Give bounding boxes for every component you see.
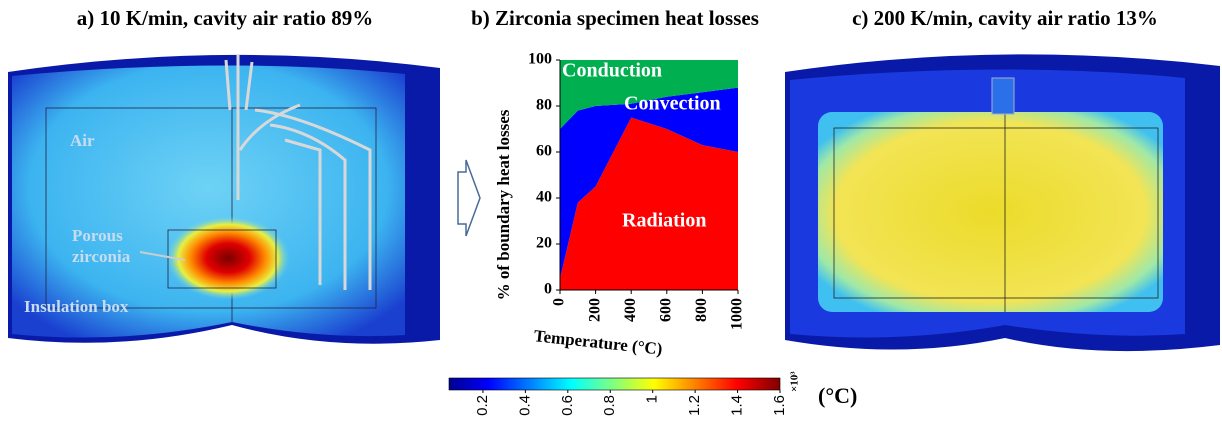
colorbar: ×10³ (°C) 0.2 0.4 0.6 0.8 1 1.2 1.4 1.6 bbox=[449, 371, 857, 416]
x-tick-label: 400 bbox=[622, 298, 639, 322]
hot-specimen bbox=[166, 216, 290, 300]
region-label: Porous bbox=[72, 226, 123, 245]
colorbar-tick-label: 0.4 bbox=[516, 395, 533, 416]
panel-a: a) 10 K/min, cavity air ratio 89% Air Po… bbox=[8, 6, 440, 344]
panel-c: c) 200 K/min, cavity air ratio 13% bbox=[785, 6, 1220, 351]
figure: a) 10 K/min, cavity air ratio 89% Air Po… bbox=[0, 0, 1222, 432]
x-tick-label: 0 bbox=[551, 298, 568, 306]
colorbar-tick-label: 1.4 bbox=[729, 395, 746, 416]
colorbar-gradient bbox=[449, 378, 780, 390]
y-tick-label: 100 bbox=[528, 51, 552, 68]
y-tick-label: 0 bbox=[544, 281, 552, 298]
x-axis-label: Temperature (°C) bbox=[533, 326, 663, 358]
colorbar-tick-label: 1 bbox=[644, 395, 661, 403]
region-label: Air bbox=[70, 131, 95, 150]
y-axis-label: % of boundary heat losses bbox=[494, 109, 513, 300]
region-label: Insulation box bbox=[24, 297, 129, 316]
series-label: Convection bbox=[624, 93, 721, 115]
colorbar-tick-label: 0.8 bbox=[601, 395, 618, 416]
y-tick-label: 20 bbox=[536, 235, 552, 252]
colorbar-tick-label: 1.6 bbox=[771, 395, 788, 416]
x-tick-label: 600 bbox=[657, 298, 674, 322]
region-label: zirconia bbox=[72, 247, 131, 266]
series-label: Conduction bbox=[562, 60, 662, 82]
vent bbox=[992, 78, 1014, 114]
chart: b) Zirconia specimen heat losses % of bo… bbox=[471, 6, 759, 359]
y-tick-label: 40 bbox=[536, 189, 552, 206]
colorbar-multiplier: ×10³ bbox=[789, 371, 801, 392]
colorbar-tick-label: 1.2 bbox=[686, 395, 703, 416]
cavity-field bbox=[818, 112, 1163, 312]
arrow bbox=[458, 160, 480, 236]
panel-title: c) 200 K/min, cavity air ratio 13% bbox=[852, 6, 1158, 30]
x-tick-label: 800 bbox=[693, 298, 710, 322]
y-tick-label: 60 bbox=[536, 143, 552, 160]
colorbar-unit: (°C) bbox=[818, 383, 857, 408]
y-tick-label: 80 bbox=[536, 97, 552, 114]
series-label: Radiation bbox=[622, 210, 706, 232]
chart-title: b) Zirconia specimen heat losses bbox=[471, 6, 759, 30]
x-tick-label: 1000 bbox=[729, 298, 746, 330]
colorbar-tick-label: 0.6 bbox=[559, 395, 576, 416]
x-tick-label: 200 bbox=[586, 298, 603, 322]
colorbar-tick-label: 0.2 bbox=[474, 395, 491, 416]
panel-title: a) 10 K/min, cavity air ratio 89% bbox=[77, 6, 374, 30]
